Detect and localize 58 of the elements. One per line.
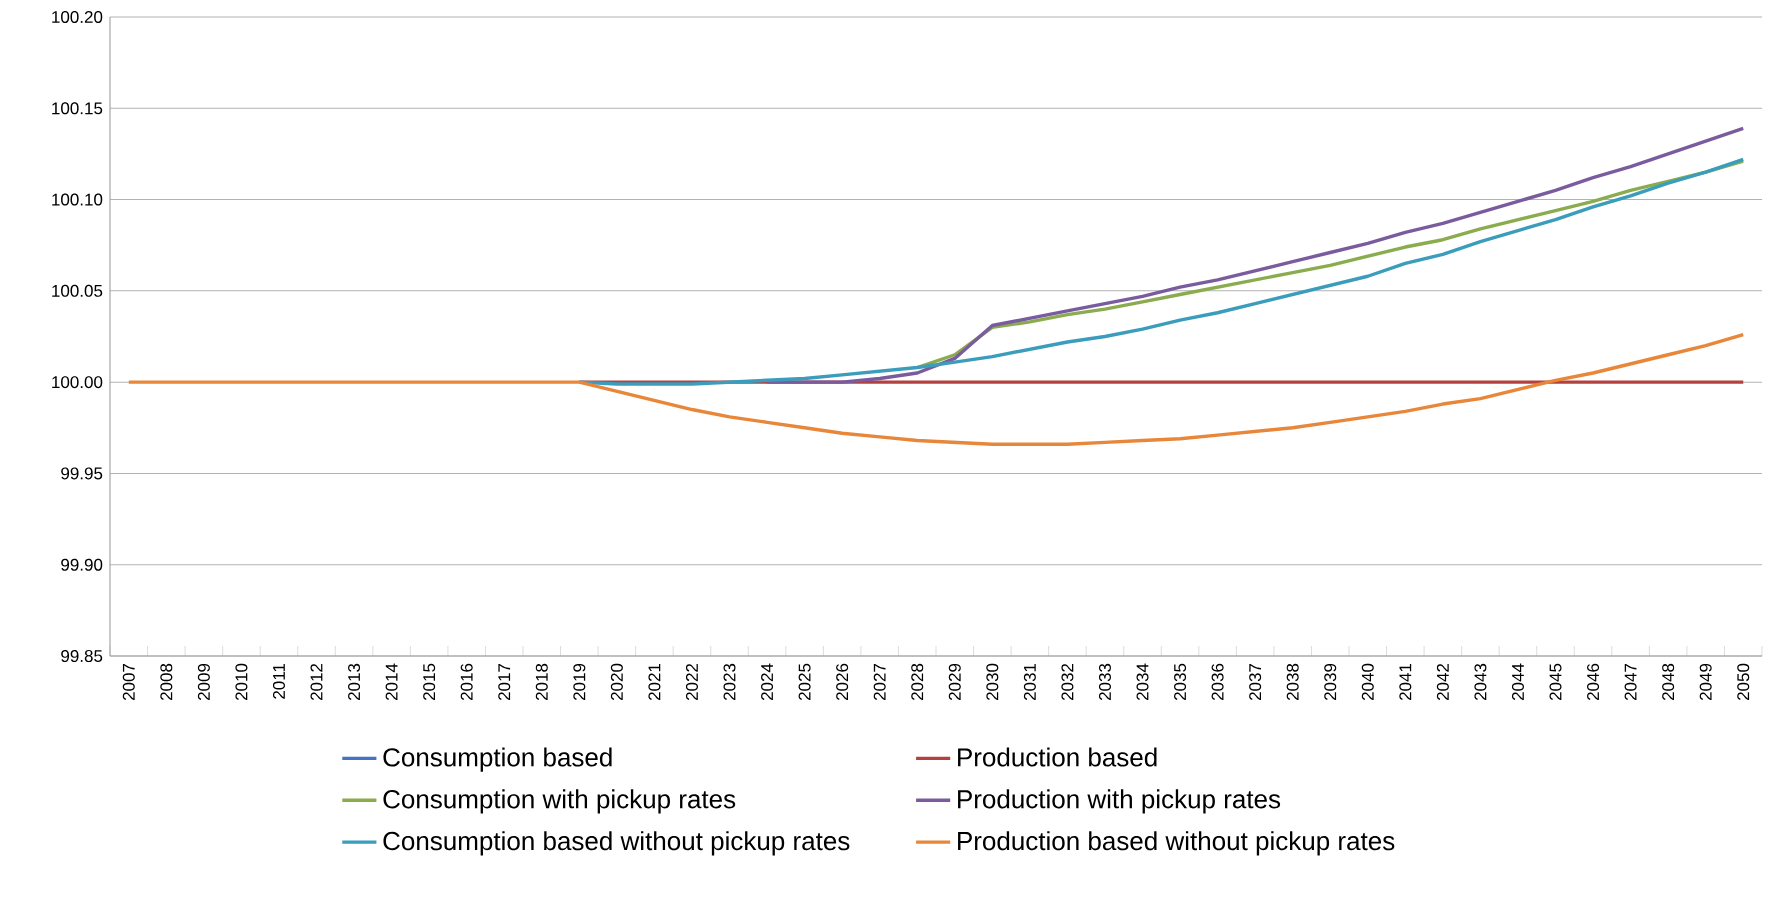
x-tick-label: 2012 (310, 663, 323, 701)
legend-label: Production based (958, 747, 1157, 767)
y-tick-label: 99.95 (61, 467, 103, 480)
x-tick-label: 2049 (1699, 663, 1712, 701)
x-tick-label: 2029 (948, 663, 961, 701)
x-tick-label: 2016 (460, 663, 473, 701)
x-tick-label: 2027 (873, 663, 886, 701)
x-tick-label: 2017 (498, 663, 511, 701)
y-tick-label: 100.15 (52, 102, 103, 115)
x-tick-label: 2050 (1737, 663, 1750, 701)
legend-label: Consumption based without pickup rates (383, 831, 850, 856)
legend-label: Production with pickup rates (958, 789, 1281, 814)
y-tick-label: 100.00 (52, 376, 103, 389)
x-tick-label: 2022 (685, 663, 698, 701)
y-tick-label: 99.85 (61, 650, 103, 663)
x-tick-label: 2034 (1136, 663, 1149, 701)
x-tick-label: 2035 (1174, 663, 1187, 701)
legend-label: Production based without pickup rates (958, 831, 1395, 856)
x-tick-label: 2044 (1511, 663, 1524, 701)
x-tick-label: 2009 (197, 663, 210, 701)
x-tick-label: 2030 (986, 663, 999, 701)
x-tick-label: 2025 (798, 663, 811, 701)
x-tick-label: 2043 (1474, 663, 1487, 701)
x-tick-label: 2023 (723, 663, 736, 701)
x-tick-label: 2026 (836, 663, 849, 701)
x-tick-label: 2039 (1324, 663, 1337, 701)
x-tick-label: 2024 (761, 663, 774, 701)
legend-label: Consumption based (383, 747, 612, 772)
x-tick-label: 2031 (1023, 663, 1036, 701)
y-tick-label: 100.20 (52, 10, 103, 24)
x-tick-label: 2008 (160, 663, 173, 701)
y-tick-label: 100.10 (52, 193, 103, 206)
x-tick-label: 2033 (1098, 663, 1111, 701)
x-tick-label: 2037 (1249, 663, 1262, 701)
x-tick-label: 2013 (348, 663, 361, 701)
x-tick-label: 2038 (1286, 663, 1299, 701)
x-tick-label: 2020 (610, 663, 623, 701)
x-tick-label: 2047 (1624, 663, 1637, 701)
x-tick-label: 2045 (1549, 663, 1562, 701)
x-tick-label: 2036 (1211, 663, 1224, 701)
x-tick-label: 2011 (272, 663, 285, 699)
y-tick-label: 99.90 (61, 558, 103, 571)
x-tick-label: 2007 (122, 663, 135, 701)
x-tick-label: 2041 (1399, 663, 1412, 701)
x-tick-label: 2010 (235, 663, 248, 701)
x-tick-label: 2040 (1361, 663, 1374, 701)
x-tick-label: 2021 (648, 663, 661, 701)
x-tick-label: 2032 (1061, 663, 1074, 701)
x-tick-label: 2014 (385, 663, 398, 701)
x-tick-label: 2046 (1587, 663, 1600, 701)
x-tick-label: 2042 (1436, 663, 1449, 701)
x-tick-label: 2018 (535, 663, 548, 701)
y-tick-label: 100.05 (52, 284, 103, 297)
x-tick-label: 2015 (423, 663, 436, 701)
x-tick-label: 2028 (911, 663, 924, 701)
x-tick-label: 2019 (573, 663, 586, 701)
legend-label: Consumption with pickup rates (383, 789, 736, 814)
x-tick-label: 2048 (1662, 663, 1675, 701)
